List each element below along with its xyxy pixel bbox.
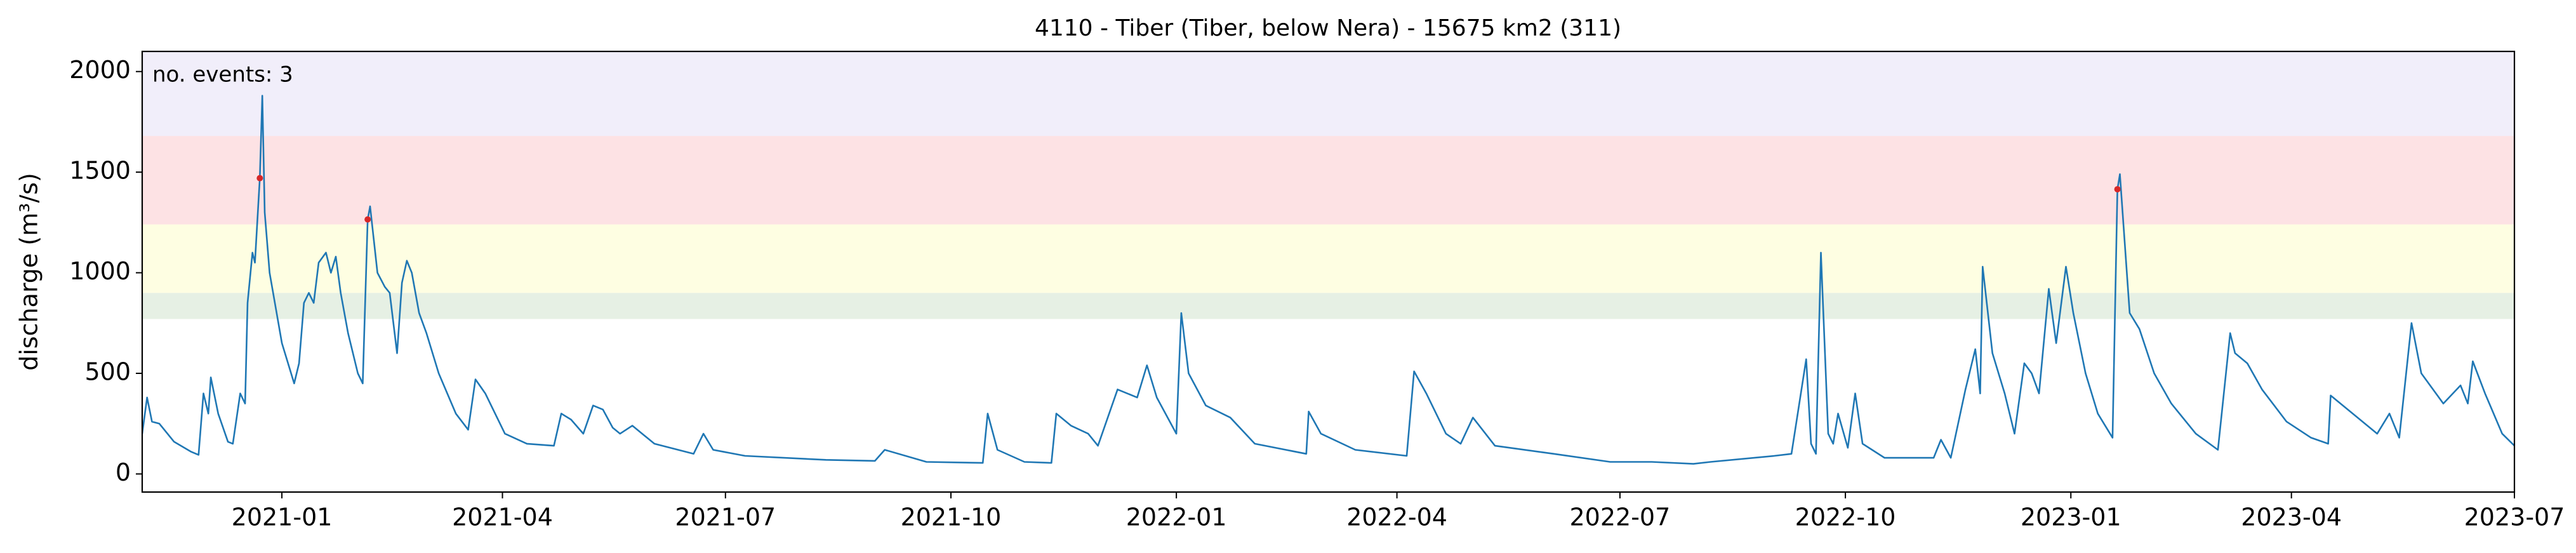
x-tick-label: 2022-10 (1795, 503, 1896, 531)
x-tick-label: 2023-07 (2464, 503, 2565, 531)
threshold-band (142, 51, 2514, 137)
x-tick-label: 2023-01 (2021, 503, 2121, 531)
event-point (2114, 186, 2121, 193)
threshold-band (142, 136, 2514, 225)
y-axis-label: discharge (m³/s) (15, 173, 43, 371)
x-tick-label: 2021-10 (901, 503, 1002, 531)
plot-frame (141, 50, 2516, 493)
x-tick-label: 2022-01 (1126, 503, 1227, 531)
x-tick-label: 2021-04 (452, 503, 553, 531)
threshold-band (142, 293, 2514, 319)
chart-title: 4110 - Tiber (Tiber, below Nera) - 15675… (1035, 15, 1621, 41)
x-tick-label: 2023-04 (2241, 503, 2342, 531)
event-point (364, 216, 371, 223)
x-tick-label: 2022-04 (1346, 503, 1447, 531)
event-point (256, 175, 263, 182)
y-tick-label: 1000 (69, 257, 131, 285)
x-tick-label: 2022-07 (1570, 503, 1671, 531)
y-tick-label: 0 (116, 458, 131, 486)
y-tick-label: 500 (84, 358, 131, 386)
y-tick-label: 2000 (69, 56, 131, 84)
threshold-band (142, 224, 2514, 293)
event-count: no. events: 3 (152, 62, 293, 88)
x-tick-label: 2021-01 (232, 503, 333, 531)
y-tick-label: 1500 (69, 157, 131, 185)
x-tick-label: 2021-07 (675, 503, 776, 531)
